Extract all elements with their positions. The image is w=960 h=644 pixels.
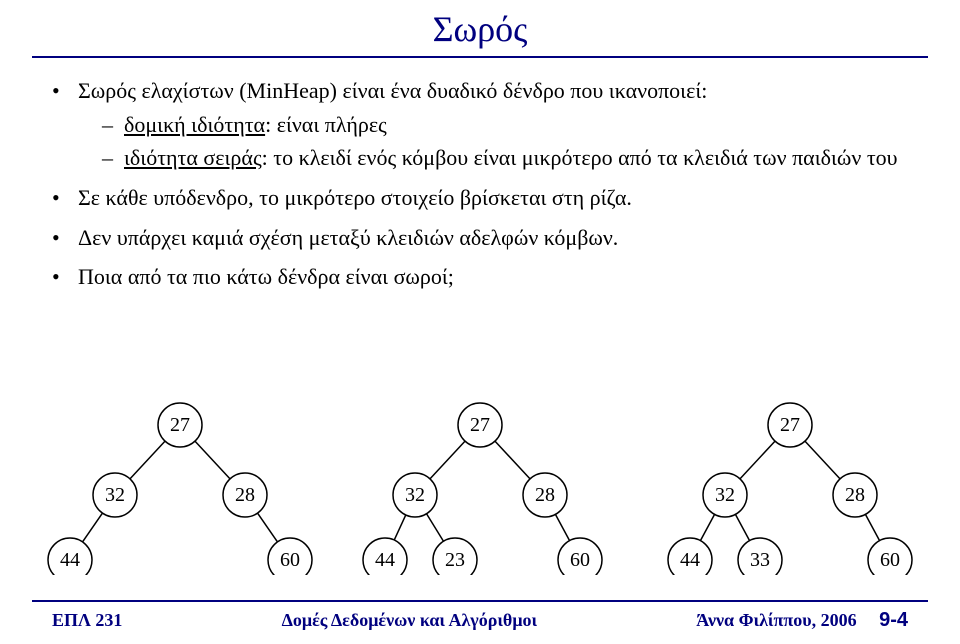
tree-node-label: 32 bbox=[405, 484, 425, 506]
slide: Σωρός Σωρός ελαχίστων (MinHeap) είναι έν… bbox=[0, 0, 960, 644]
tree-node-label: 32 bbox=[105, 484, 125, 506]
bullet-4: Ποια από τα πιο κάτω δένδρα είναι σωροί; bbox=[52, 262, 908, 292]
footer: ΕΠΛ 231 Δομές Δεδομένων και Αλγόριθμοι Ά… bbox=[52, 609, 908, 632]
tree-node-label: 28 bbox=[535, 484, 555, 506]
bullet-2-text: Σε κάθε υπόδενδρο, το μικρότερο στοιχείο… bbox=[78, 185, 632, 210]
tree-node-label: 32 bbox=[715, 484, 735, 506]
tree-node: 44 bbox=[48, 538, 92, 575]
content-area: Σωρός ελαχίστων (MinHeap) είναι ένα δυαδ… bbox=[52, 76, 908, 302]
tree-node: 32 bbox=[703, 473, 747, 517]
footer-left: ΕΠΛ 231 bbox=[52, 610, 122, 631]
bullet-1-text: Σωρός ελαχίστων (MinHeap) είναι ένα δυαδ… bbox=[78, 78, 707, 103]
tree-node-label: 28 bbox=[845, 484, 865, 506]
footer-pageno: 9-4 bbox=[879, 609, 908, 631]
footer-title: Δομές Δεδομένων και Αλγόριθμοι bbox=[282, 610, 538, 630]
tree-node: 28 bbox=[523, 473, 567, 517]
tree-node: 28 bbox=[833, 473, 877, 517]
tree-edge bbox=[740, 441, 775, 479]
tree-edge bbox=[130, 441, 165, 479]
footer-author: Άννα Φιλίππου, 2006 bbox=[696, 610, 856, 630]
bullet-1a: δομική ιδιότητα: είναι πλήρες bbox=[102, 110, 908, 140]
bullet-1: Σωρός ελαχίστων (MinHeap) είναι ένα δυαδ… bbox=[52, 76, 908, 173]
tree-node-label: 27 bbox=[780, 414, 800, 436]
tree-node-label: 27 bbox=[170, 414, 190, 436]
tree-node: 60 bbox=[558, 538, 602, 575]
tree-node-label: 27 bbox=[470, 414, 490, 436]
footer-right: Άννα Φιλίππου, 2006 9-4 bbox=[696, 609, 908, 632]
tree-node: 28 bbox=[223, 473, 267, 517]
tree-node: 27 bbox=[458, 403, 502, 447]
tree-node: 60 bbox=[268, 538, 312, 575]
tree-edge bbox=[700, 514, 714, 540]
tree-node: 23 bbox=[433, 538, 477, 575]
tree-edge bbox=[555, 514, 569, 540]
tree-edge bbox=[258, 513, 278, 542]
tree-edge bbox=[805, 441, 840, 479]
bullet-3: Δεν υπάρχει καμιά σχέση μεταξύ κλειδιών … bbox=[52, 223, 908, 253]
bullet-2: Σε κάθε υπόδενδρο, το μικρότερο στοιχείο… bbox=[52, 183, 908, 213]
bullet-3-text: Δεν υπάρχει καμιά σχέση μεταξύ κλειδιών … bbox=[78, 225, 618, 250]
tree-edge bbox=[865, 514, 879, 540]
tree-node-label: 60 bbox=[280, 549, 300, 571]
tree-node-label: 60 bbox=[570, 549, 590, 571]
tree-node: 27 bbox=[768, 403, 812, 447]
bullet-1b-term: ιδιότητα σειράς bbox=[124, 145, 262, 170]
slide-title: Σωρός bbox=[0, 8, 960, 50]
tree-edge bbox=[495, 441, 530, 479]
tree-node: 60 bbox=[868, 538, 912, 575]
tree-node: 32 bbox=[93, 473, 137, 517]
tree-node-label: 44 bbox=[60, 549, 80, 571]
bullet-1a-term: δομική ιδιότητα bbox=[124, 112, 265, 137]
tree-node: 44 bbox=[363, 538, 407, 575]
trees-svg: 27 32 28 44 60 27 32 28 44 23 60 27 32 28 44 33 60 bbox=[0, 395, 960, 575]
tree-edge bbox=[430, 441, 465, 479]
tree-node-label: 44 bbox=[680, 549, 700, 571]
footer-course: ΕΠΛ 231 bbox=[52, 610, 122, 630]
footer-center: Δομές Δεδομένων και Αλγόριθμοι bbox=[282, 610, 538, 631]
bullet-1a-rest: : είναι πλήρες bbox=[265, 112, 387, 137]
tree-edge bbox=[427, 514, 444, 542]
bullet-1-sublist: δομική ιδιότητα: είναι πλήρες ιδιότητα σ… bbox=[102, 110, 908, 173]
tree-node: 33 bbox=[738, 538, 782, 575]
tree-edge bbox=[394, 515, 406, 540]
bullet-4-text: Ποια από τα πιο κάτω δένδρα είναι σωροί; bbox=[78, 264, 454, 289]
tree-edge bbox=[195, 441, 230, 479]
tree-node-label: 28 bbox=[235, 484, 255, 506]
tree-edge bbox=[735, 514, 749, 540]
tree-node: 44 bbox=[668, 538, 712, 575]
bullet-list: Σωρός ελαχίστων (MinHeap) είναι ένα δυαδ… bbox=[52, 76, 908, 292]
tree-node-label: 44 bbox=[375, 549, 395, 571]
bullet-1b: ιδιότητα σειράς: το κλειδί ενός κόμβου ε… bbox=[102, 143, 908, 173]
tree-node: 32 bbox=[393, 473, 437, 517]
tree-node-label: 33 bbox=[750, 549, 770, 571]
title-rule bbox=[32, 56, 928, 58]
tree-node-label: 60 bbox=[880, 549, 900, 571]
footer-rule bbox=[32, 600, 928, 602]
tree-node-label: 23 bbox=[445, 549, 465, 571]
bullet-1b-rest: : το κλειδί ενός κόμβου είναι μικρότερο … bbox=[262, 145, 898, 170]
trees-area: 27 32 28 44 60 27 32 28 44 23 60 27 32 28 44 33 60 bbox=[0, 395, 960, 575]
tree-node: 27 bbox=[158, 403, 202, 447]
tree-edge bbox=[83, 513, 103, 542]
